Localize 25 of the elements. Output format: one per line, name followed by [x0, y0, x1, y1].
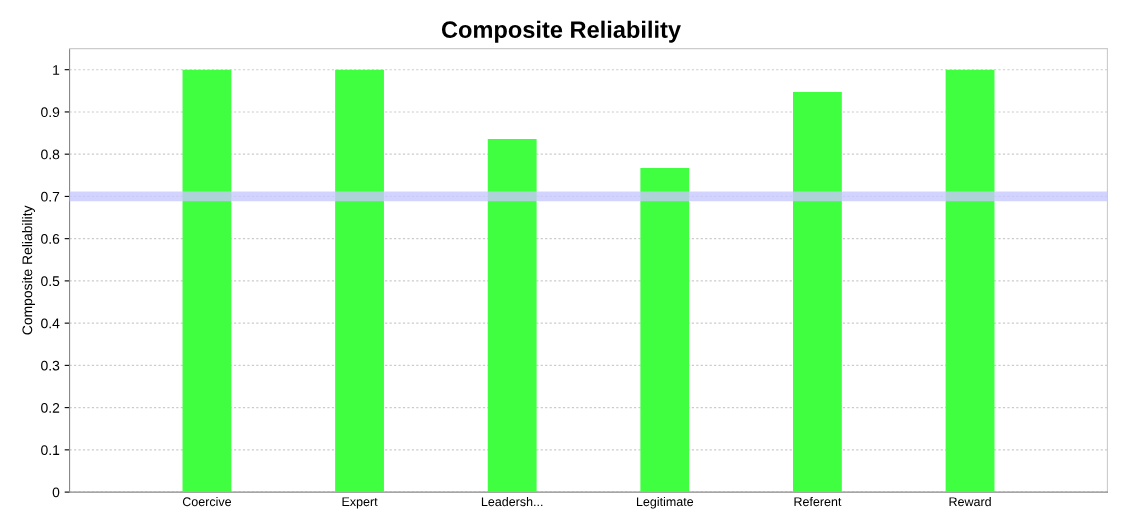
y-tick-label: 0.3 — [41, 360, 60, 371]
bar — [487, 138, 537, 493]
y-axis-title: Composite Reliability — [22, 205, 35, 335]
y-tick-label: 0.8 — [41, 149, 60, 160]
x-tick-label: Legitimate — [636, 496, 694, 509]
x-tick-label: Coercive — [182, 496, 232, 507]
y-tick-label: 0.5 — [41, 276, 60, 287]
y-tick-label: 0.6 — [41, 233, 60, 244]
x-tick-label: Expert — [342, 497, 378, 509]
x-tick-label: Referent — [794, 496, 842, 507]
bar — [793, 92, 842, 493]
y-tick-label: 0 — [52, 487, 60, 498]
chart-title: Composite Reliability — [441, 20, 681, 43]
x-tick-label: Leadersh... — [481, 496, 543, 507]
bar — [640, 168, 690, 493]
y-tick-label: 1 — [53, 65, 60, 75]
x-tick-label: Reward — [949, 496, 991, 507]
bar — [335, 69, 384, 493]
y-tick-label: 0.9 — [41, 107, 60, 118]
y-tick-label: 0.4 — [41, 318, 60, 329]
y-tick-label: 0.1 — [41, 445, 60, 456]
bar — [182, 69, 232, 493]
y-tick-label: 0.7 — [41, 191, 60, 202]
y-tick-label: 0.2 — [41, 402, 60, 413]
bar — [945, 69, 995, 493]
